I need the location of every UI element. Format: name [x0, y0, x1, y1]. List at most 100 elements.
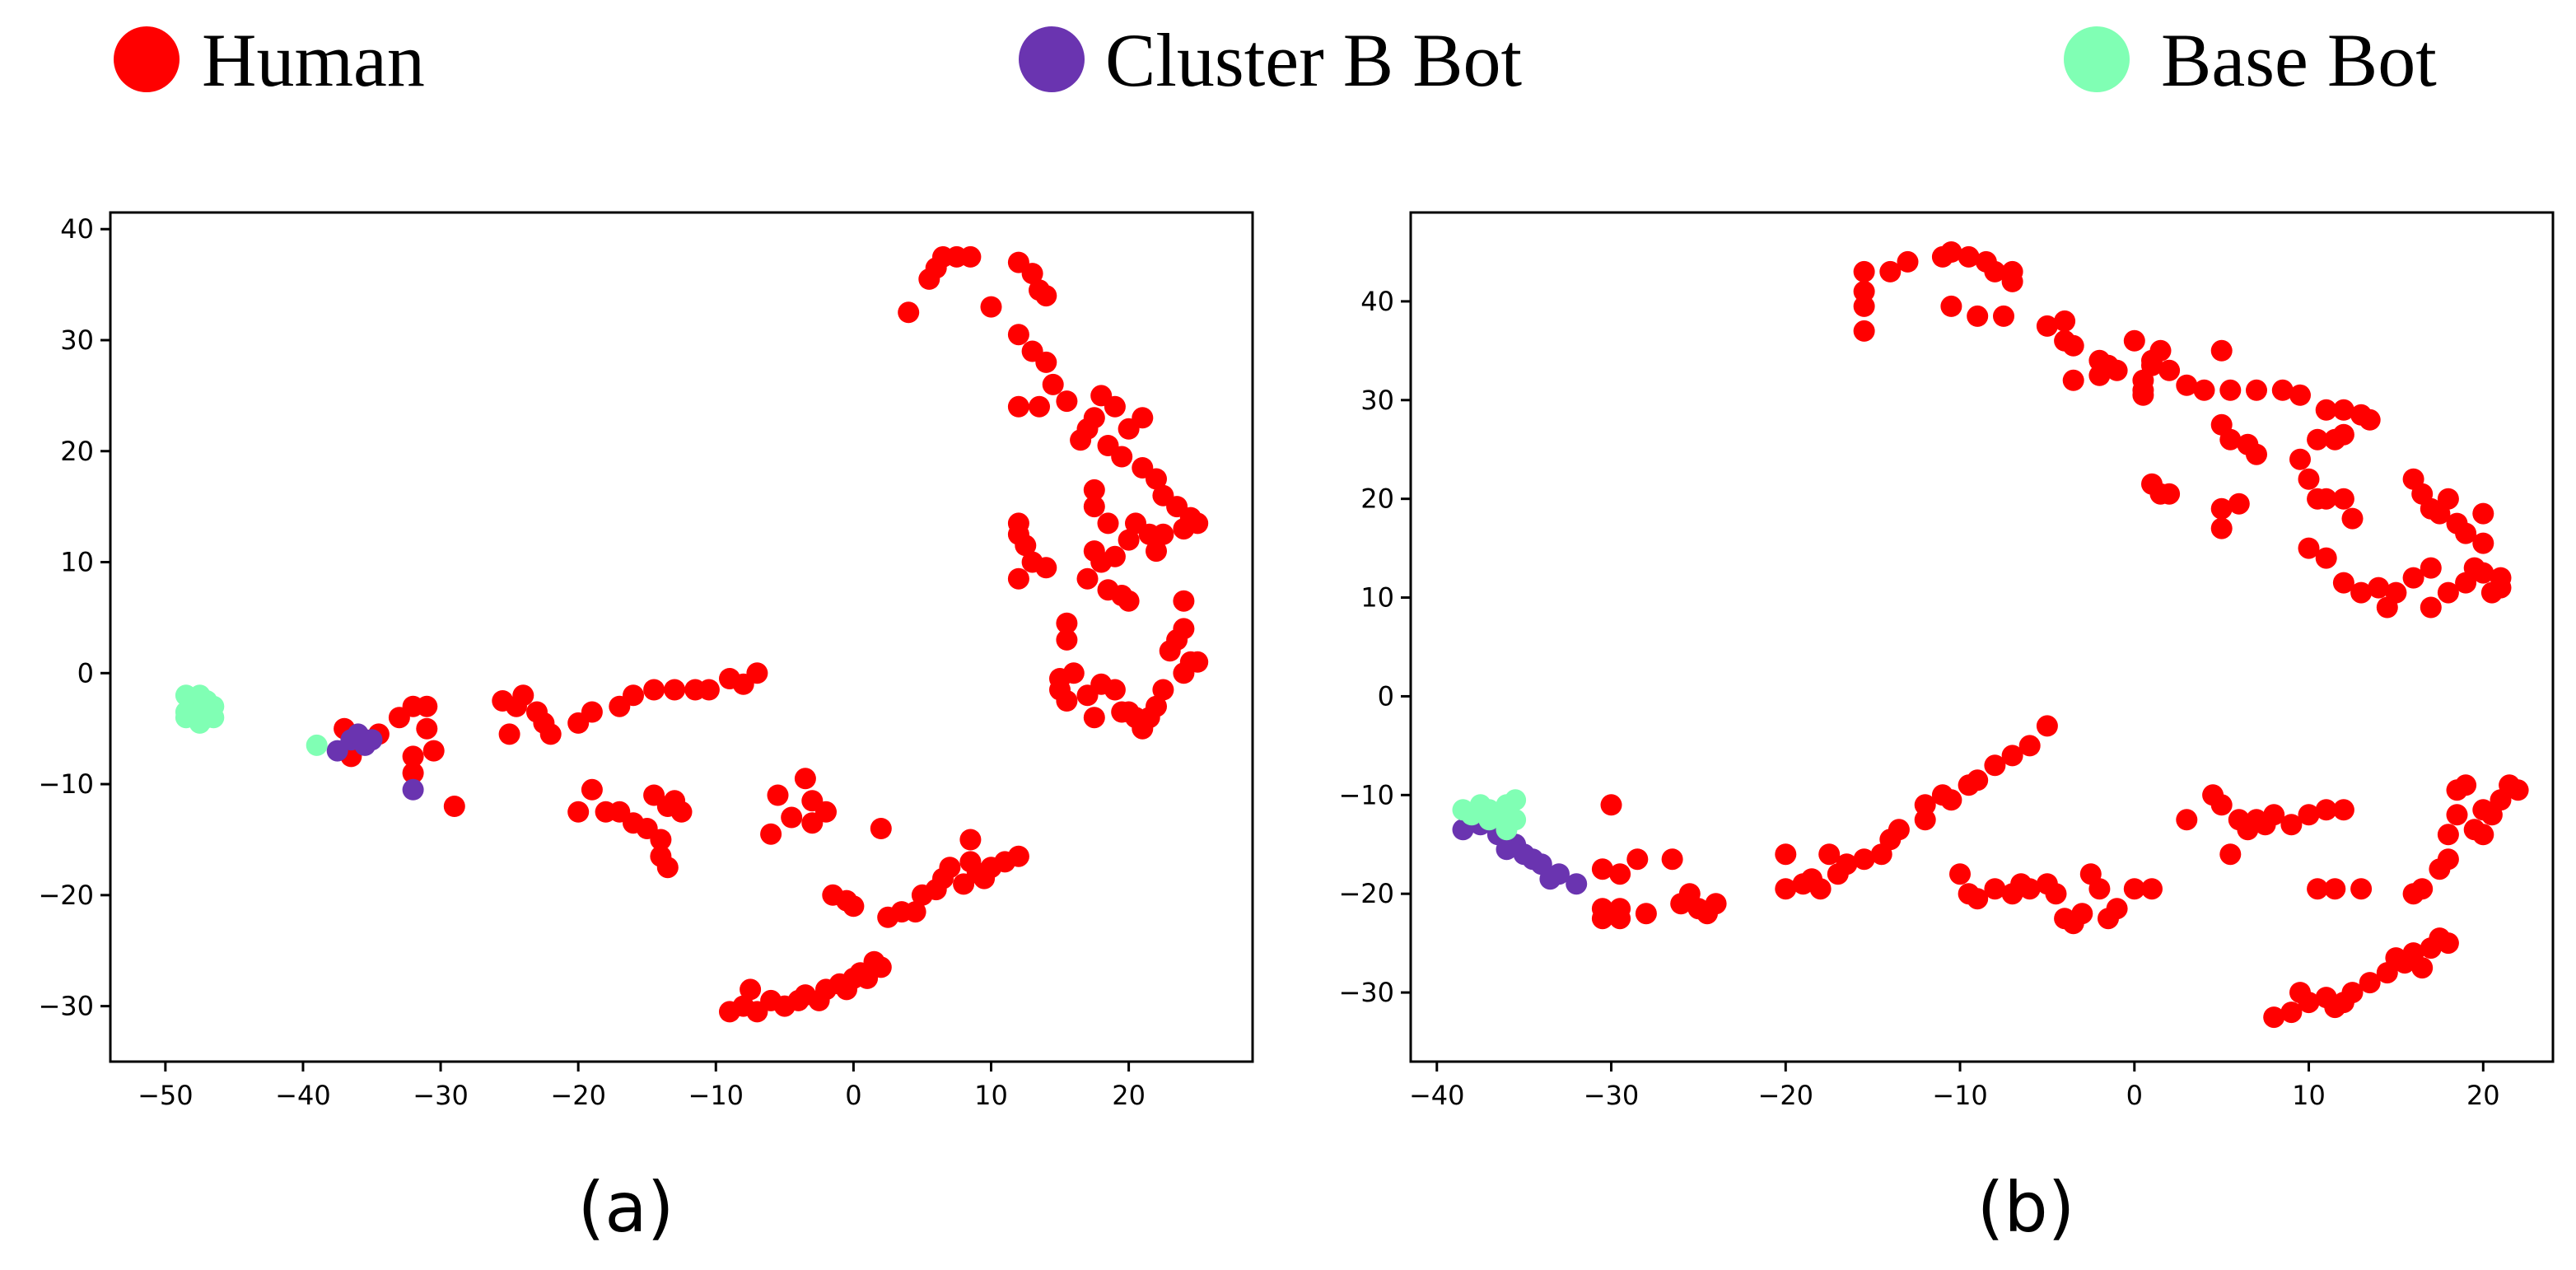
data-point	[1818, 843, 1841, 866]
plot-frame	[109, 211, 1254, 1063]
data-point	[623, 684, 644, 707]
legend-label: Base Bot	[2161, 18, 2437, 102]
y-tick-label: −30	[38, 991, 94, 1022]
data-point	[2228, 493, 2250, 515]
data-point	[2018, 735, 2041, 757]
data-point	[1104, 395, 1126, 418]
data-point	[898, 301, 920, 324]
data-point	[1914, 809, 1936, 831]
x-tick-label: −10	[688, 1080, 744, 1111]
data-point	[1146, 468, 1167, 490]
data-point	[767, 784, 789, 806]
series-base-bot	[1452, 789, 1527, 841]
data-point	[1505, 789, 1527, 811]
data-point	[2001, 745, 2023, 767]
data-point	[1914, 794, 1936, 816]
data-point	[2289, 448, 2311, 470]
data-point	[1152, 679, 1174, 701]
data-point	[1104, 679, 1126, 701]
data-point	[1888, 819, 1910, 841]
data-point	[2437, 581, 2459, 604]
data-point	[1035, 351, 1057, 373]
x-tick-label: 20	[2466, 1080, 2500, 1111]
data-point	[1967, 888, 1989, 910]
data-point	[2088, 878, 2111, 900]
data-point	[1809, 878, 1832, 900]
data-point	[698, 679, 720, 701]
data-point	[2437, 488, 2459, 510]
data-point	[1007, 567, 1029, 590]
data-point	[1635, 903, 1657, 925]
data-point	[498, 723, 520, 745]
data-point	[2280, 1002, 2303, 1024]
data-point	[567, 801, 590, 823]
data-point	[1853, 848, 1875, 871]
data-point	[2341, 982, 2364, 1004]
data-point	[2315, 799, 2337, 821]
data-point	[1984, 878, 2006, 900]
data-point	[2307, 428, 2329, 451]
data-point	[2315, 547, 2337, 569]
data-point	[1132, 407, 1154, 429]
data-point	[2411, 878, 2434, 900]
y-tick-label: 30	[1360, 385, 1394, 416]
data-point	[2307, 878, 2329, 900]
data-point	[959, 829, 982, 851]
y-axis: −30 −20 −10 0 10 20 30 40	[38, 213, 110, 1022]
data-point	[2193, 379, 2215, 401]
data-point	[1967, 305, 1989, 327]
plot-frame	[1409, 211, 2555, 1063]
data-point	[1056, 628, 1078, 651]
panel-a: −50 −40 −30 −20 −10 0 10 20 −30 −20 −10 0 10 20 30 40 (a…	[38, 211, 1254, 1248]
y-tick-label: 10	[1360, 582, 1394, 614]
data-point	[781, 806, 803, 829]
x-tick-label: −40	[275, 1080, 331, 1111]
data-point	[1035, 557, 1057, 579]
data-point	[1125, 512, 1146, 535]
data-point	[1993, 305, 2014, 327]
data-point	[2263, 804, 2285, 826]
data-point	[2455, 774, 2477, 796]
data-point	[203, 707, 225, 729]
data-point	[512, 684, 534, 707]
data-point	[650, 829, 672, 851]
y-tick-label: −10	[38, 768, 94, 800]
data-point	[2332, 399, 2354, 421]
data-point	[1146, 695, 1167, 717]
data-point	[2341, 507, 2364, 530]
data-point	[402, 745, 424, 768]
data-point	[2507, 779, 2529, 801]
data-point	[664, 679, 686, 701]
data-point	[1076, 567, 1099, 590]
data-point	[2472, 532, 2494, 554]
data-point	[1173, 590, 1195, 612]
data-point	[1083, 707, 1105, 729]
data-point	[2246, 379, 2267, 401]
data-point	[1056, 390, 1078, 413]
data-point	[1173, 618, 1195, 640]
data-point	[1187, 651, 1209, 673]
data-point	[1609, 863, 1631, 885]
data-point	[2106, 359, 2128, 381]
legend-item: Human	[114, 18, 425, 102]
panel-b: −40 −30 −20 −10 0 10 20 −30 −20 −10 0 10 20 30 40 (b)	[1338, 211, 2555, 1248]
data-point	[1083, 407, 1105, 429]
data-point	[2210, 497, 2233, 520]
data-point	[2350, 581, 2373, 604]
data-point	[1853, 260, 1875, 282]
x-axis: −40 −30 −20 −10 0 10 20	[1409, 1062, 2500, 1111]
panel-caption: (a)	[577, 1167, 674, 1248]
y-tick-label: −30	[1338, 977, 1394, 1008]
data-point	[581, 701, 603, 723]
data-point	[1591, 858, 1613, 880]
data-point	[1853, 295, 1875, 317]
data-point	[2018, 878, 2041, 900]
data-point	[1984, 754, 2006, 777]
y-tick-label: −20	[38, 880, 94, 911]
data-point	[1118, 529, 1140, 551]
data-point	[1661, 848, 1683, 871]
legend-label: Cluster B Bot	[1105, 18, 1522, 102]
data-point	[2359, 409, 2381, 431]
x-tick-label: −50	[138, 1080, 194, 1111]
